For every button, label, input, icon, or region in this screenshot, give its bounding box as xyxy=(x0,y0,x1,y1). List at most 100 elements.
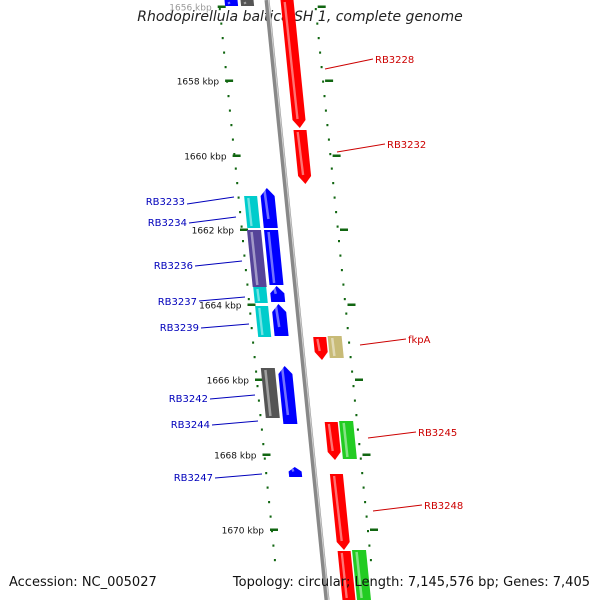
scale-dot xyxy=(329,153,332,156)
gene-red-tail-feature xyxy=(337,551,356,600)
tick-mark xyxy=(347,303,356,306)
gene-rb3237b-feature xyxy=(270,286,286,302)
scale-dot xyxy=(224,66,227,69)
svg-text:RB3244: RB3244 xyxy=(171,420,210,431)
scale-dot xyxy=(243,254,246,257)
gene-fkpa-feature xyxy=(313,337,328,360)
tick-mark xyxy=(217,5,226,8)
scale-dot xyxy=(223,51,226,54)
scale-dot xyxy=(273,559,276,562)
scale-dot xyxy=(322,80,325,83)
scale-dot xyxy=(335,211,338,214)
scale-dot xyxy=(355,414,358,417)
svg-text:RB3237: RB3237 xyxy=(158,297,197,308)
scale-dot xyxy=(346,327,349,330)
scale-dot xyxy=(256,385,259,388)
scale-dot xyxy=(260,428,263,431)
label-rb3242: RB3242 xyxy=(169,394,256,405)
gene-blue-top-feature xyxy=(224,0,239,6)
scale-dot xyxy=(233,153,236,156)
scale-dot xyxy=(263,457,266,460)
label-layer: RB3233 RB3234 RB3236 RB3237 RB3239 RB3242 RB32… xyxy=(146,55,464,512)
tick-mark xyxy=(355,378,363,381)
scale-dot xyxy=(364,501,367,504)
scale-dot xyxy=(356,428,359,431)
gene-rb3239b-feature xyxy=(272,304,289,336)
scale-dot xyxy=(362,486,365,489)
scale-dot xyxy=(333,196,336,199)
scale-dot xyxy=(317,37,320,40)
scale-dot xyxy=(239,211,242,214)
scale-dot xyxy=(253,356,256,359)
gene-rb3248-feature xyxy=(329,474,350,550)
svg-text:RB3236: RB3236 xyxy=(154,261,193,272)
scale-dot xyxy=(340,269,343,272)
map-title: Rhodopirellula baltica SH 1, complete ge… xyxy=(137,9,463,25)
scale-dot xyxy=(269,515,272,518)
scale-dot xyxy=(336,225,339,228)
gene-rb3239-feature xyxy=(255,306,272,337)
scale-dot xyxy=(227,95,230,98)
scale-dot xyxy=(250,327,253,330)
tick-mark xyxy=(362,453,371,456)
feature-layer xyxy=(224,0,371,600)
scale-dot xyxy=(343,298,346,301)
accession-label: Accession: NC_005027 xyxy=(9,575,157,590)
gene-rb3234-feature xyxy=(260,188,278,228)
tick-label: 1666 kbp xyxy=(207,377,250,387)
gene-green-tail-feature xyxy=(352,550,371,600)
scale-dot xyxy=(242,240,244,243)
gene-rb3237-feature xyxy=(253,287,268,303)
svg-text:RB3245: RB3245 xyxy=(418,428,457,439)
gene-rb3244-feature xyxy=(278,366,298,424)
scale-dot xyxy=(330,167,333,170)
scale-dot xyxy=(351,370,354,373)
label-fkpa: fkpA xyxy=(359,335,431,346)
scale-dot xyxy=(314,8,317,11)
scale-dot xyxy=(349,356,352,359)
scale-dot xyxy=(255,370,258,373)
scale-dot xyxy=(228,109,231,112)
scale-dot xyxy=(244,269,247,272)
backbone-layer xyxy=(264,0,330,600)
gene-gray-top-feature xyxy=(240,0,255,6)
svg-text:RB3234: RB3234 xyxy=(148,218,187,229)
scale-dot xyxy=(369,559,372,562)
scale-dot xyxy=(268,501,271,504)
tick-layer: 1656 kbp 1658 kbp 1660 kbp 1662 kbp 1664 kbp… xyxy=(169,4,378,562)
scale-dot xyxy=(352,385,355,388)
scale-dot xyxy=(252,341,255,344)
label-rb3228: RB3228 xyxy=(324,55,414,70)
gene-rb3247-feature xyxy=(288,467,303,477)
scale-dot xyxy=(240,225,243,228)
scale-dot xyxy=(257,399,260,402)
genome-summary: Topology: circular; Length: 7,145,576 bp… xyxy=(232,575,590,590)
tick-mark xyxy=(270,528,278,531)
genome-backbone xyxy=(264,0,330,600)
tick-mark xyxy=(247,303,256,306)
svg-text:RB3239: RB3239 xyxy=(160,323,199,334)
scale-dot xyxy=(246,283,249,286)
label-rb3234: RB3234 xyxy=(148,216,237,229)
gene-rb3236b-feature xyxy=(264,230,284,285)
tick-mark xyxy=(255,378,263,381)
tick-mark xyxy=(370,528,378,531)
gene-rb3236-feature xyxy=(247,230,267,287)
scale-dot xyxy=(338,240,340,243)
scale-dot xyxy=(348,341,351,344)
scale-dot xyxy=(221,37,224,40)
tick-label: 1664 kbp xyxy=(199,302,242,312)
scale-dot xyxy=(361,472,364,475)
scale-dot xyxy=(324,109,327,112)
scale-dot xyxy=(358,443,361,446)
scale-dot xyxy=(332,182,335,185)
tick-label: 1658 kbp xyxy=(177,78,220,88)
tick-mark xyxy=(340,228,348,231)
scale-dot xyxy=(345,312,348,315)
gene-green-feature xyxy=(339,421,357,459)
tick-label: 1662 kbp xyxy=(192,227,235,237)
scale-dot xyxy=(272,544,275,547)
gene-rb3228-feature xyxy=(280,0,306,128)
label-rb3244: RB3244 xyxy=(171,420,259,431)
scale-dot xyxy=(320,66,323,69)
